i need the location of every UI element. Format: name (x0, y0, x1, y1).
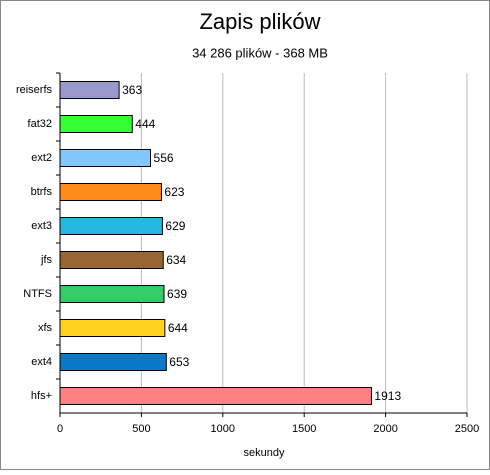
y-tick-label: ext3 (31, 220, 52, 232)
data-label: 623 (164, 185, 184, 199)
x-tick-label: 1500 (292, 423, 316, 435)
bar (59, 251, 164, 269)
bar (59, 115, 133, 133)
data-label: 1913 (374, 389, 401, 403)
data-label: 363 (122, 83, 142, 97)
chart-title: Zapis plików (199, 9, 320, 34)
y-tick-label: hfs+ (31, 390, 52, 402)
y-tick-label: jfs (40, 254, 53, 266)
bar (59, 81, 120, 99)
data-label: 653 (169, 355, 189, 369)
data-label: 639 (167, 287, 187, 301)
y-tick-label: fat32 (28, 118, 52, 130)
chart-subtitle: 34 286 plików - 368 MB (192, 45, 328, 60)
y-tick-label: NTFS (23, 288, 52, 300)
y-tick-label: btrfs (31, 186, 53, 198)
bar (59, 285, 165, 303)
y-tick-label: reiserfs (16, 84, 53, 96)
data-label: 556 (154, 151, 174, 165)
y-tick-label: ext2 (31, 152, 52, 164)
bar (59, 217, 163, 235)
x-tick-label: 2000 (373, 423, 397, 435)
data-label: 634 (166, 253, 186, 267)
x-tick-label: 1000 (211, 423, 235, 435)
x-tick-label: 0 (57, 423, 63, 435)
x-tick-label: 500 (132, 423, 150, 435)
y-tick-label: xfs (38, 322, 53, 334)
x-tick-label: 2500 (455, 423, 479, 435)
bar (59, 387, 372, 405)
bar (59, 149, 152, 167)
bar (59, 319, 166, 337)
data-label: 444 (135, 117, 155, 131)
data-label: 644 (168, 321, 188, 335)
x-axis-label: sekundy (244, 447, 285, 459)
bar (59, 353, 167, 371)
y-tick-label: ext4 (31, 356, 52, 368)
bar (59, 183, 162, 201)
data-label: 629 (165, 219, 185, 233)
